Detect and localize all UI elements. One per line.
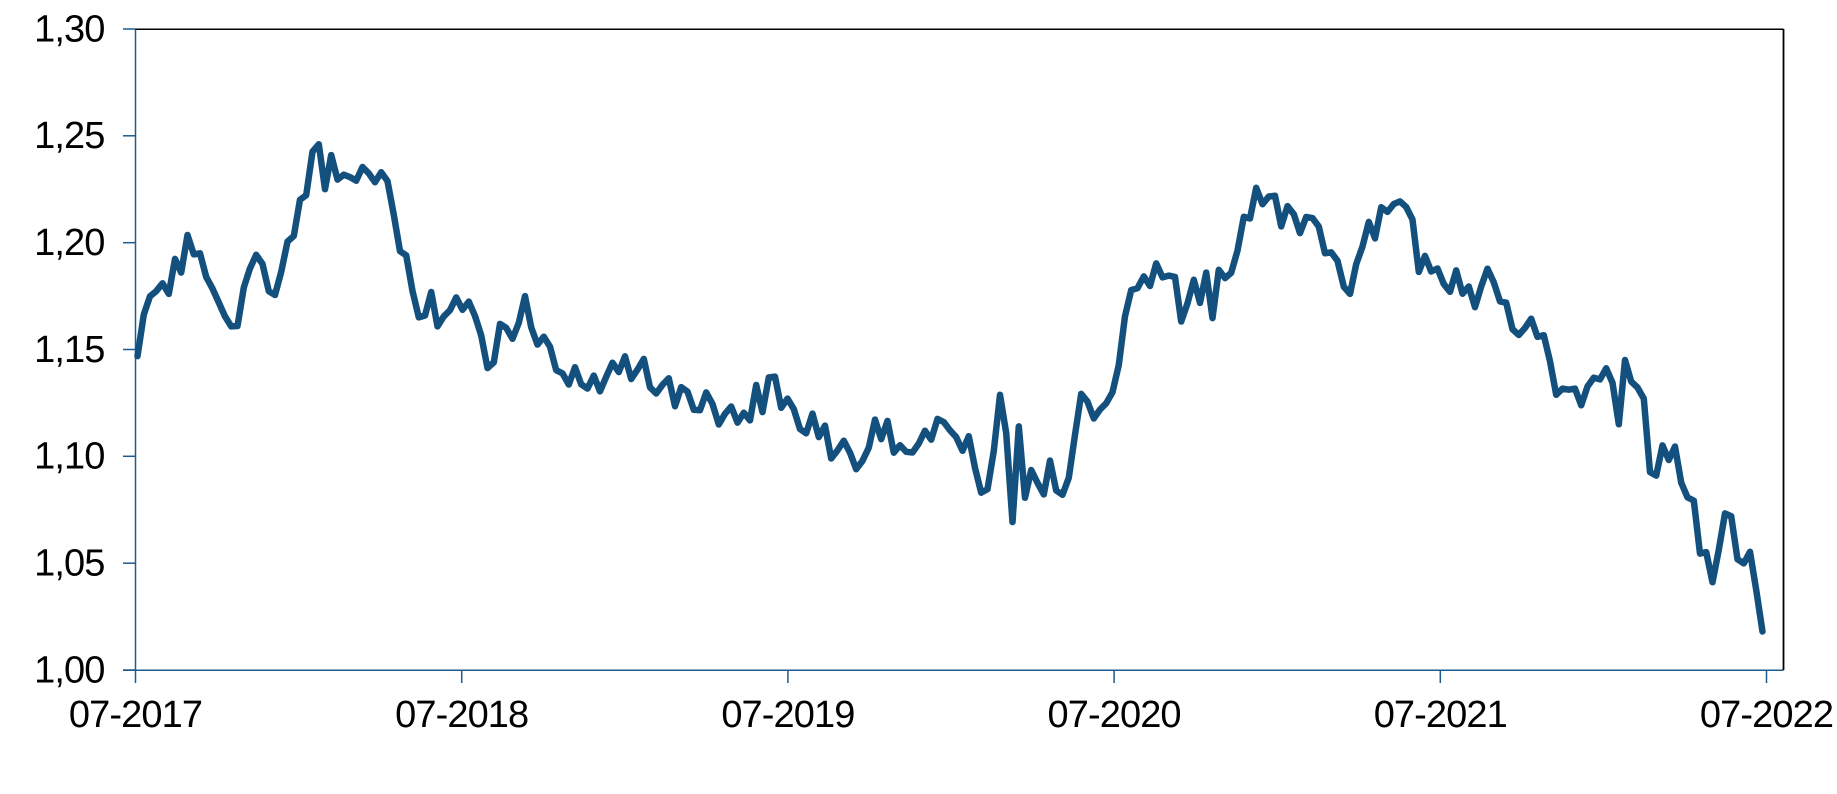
svg-text:07-2020: 07-2020 — [1048, 694, 1181, 736]
svg-text:1,05: 1,05 — [34, 543, 104, 585]
svg-text:1,30: 1,30 — [34, 8, 104, 50]
svg-text:07-2019: 07-2019 — [721, 694, 854, 736]
svg-text:07-2021: 07-2021 — [1374, 694, 1507, 736]
svg-text:07-2017: 07-2017 — [69, 694, 202, 736]
svg-text:07-2022: 07-2022 — [1700, 694, 1833, 736]
svg-text:1,00: 1,00 — [34, 649, 104, 691]
svg-text:1,25: 1,25 — [34, 115, 104, 157]
svg-text:1,10: 1,10 — [34, 436, 104, 478]
svg-text:07-2018: 07-2018 — [395, 694, 528, 736]
svg-text:1,20: 1,20 — [34, 222, 104, 264]
svg-text:1,15: 1,15 — [34, 329, 104, 371]
